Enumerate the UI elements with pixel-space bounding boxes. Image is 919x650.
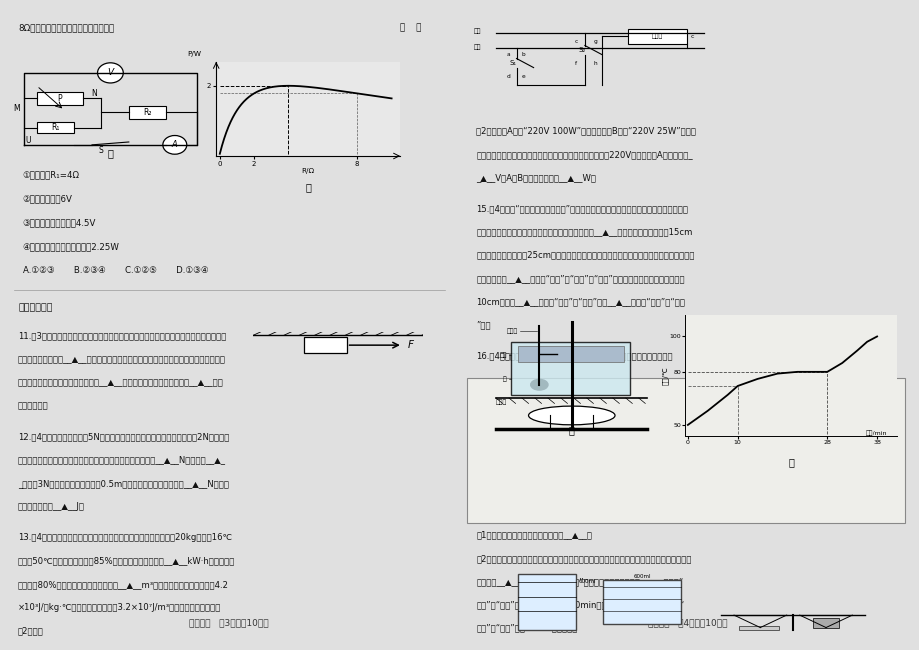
Text: 设它们的电阵不随温度而变化，如果将它们串联起来，接在220V的电路中，A灯的电压为_: 设它们的电阵不随温度而变化，如果将它们串联起来，接在220V的电路中，A灯的电压… xyxy=(476,150,692,159)
Text: ×10³J/（kg·℃），天然气的热値为3.2×10⁷J/m³（结果均保留到小数点: ×10³J/（kg·℃），天然气的热値为3.2×10⁷J/m³（结果均保留到小数… xyxy=(18,603,221,612)
Text: 物理试卷   第4页（共10页）: 物理试卷 第4页（共10页） xyxy=(648,619,727,628)
Text: 日光灯: 日光灯 xyxy=(652,34,663,39)
Bar xyxy=(129,106,165,119)
Text: a: a xyxy=(505,52,509,57)
Text: 。原子核是由质子和__▲__组成的，根据物质的导电性能不同，人们把物质分为导体和绥: 。原子核是由质子和__▲__组成的，根据物质的导电性能不同，人们把物质分为导体和… xyxy=(18,355,226,363)
Circle shape xyxy=(97,63,123,83)
Text: 像，这个像是__▲__（选填“放大”、“等大”或“缩小”）的；若烛焰与透镜距离调整为: 像，这个像是__▲__（选填“放大”、“等大”或“缩小”）的；若烛焰与透镜距离调… xyxy=(476,274,684,283)
FancyBboxPatch shape xyxy=(467,378,903,523)
Bar xyxy=(602,580,681,624)
Text: ”）。: ”）。 xyxy=(476,320,491,330)
Text: 二、非选择题: 二、非选择题 xyxy=(18,303,52,312)
Text: （2）白炽灯A标有“220V 100W”字样，白炽灯B标有“220V 25W”字样，: （2）白炽灯A标有“220V 100W”字样，白炽灯B标有“220V 25W”字… xyxy=(476,126,696,135)
Bar xyxy=(812,618,838,627)
Text: A.①②③       B.②③④       C.①②⑤       D.①③④: A.①②③ B.②③④ C.①②⑤ D.①③④ xyxy=(23,266,208,276)
Text: 变大”、“变小”或“不变”），物体在第30min时的内能__▲__（选填“大于”、“: 变大”、“变小”或“不变”），物体在第30min时的内能__▲__（选填“大于”… xyxy=(476,601,684,610)
Text: 10cm，像是__▲__（选填“正立”或“倒立”）的__▲__（选填“实像”或“虚像: 10cm，像是__▲__（选填“正立”或“倒立”）的__▲__（选填“实像”或“… xyxy=(476,297,685,306)
Text: 石棉网: 石棉网 xyxy=(495,399,506,405)
Text: _；若用3N的水平力拉铁块前进了0.5m，铁块受到的摩擦力大小为__▲__N，拉力: _；若用3N的水平力拉铁块前进了0.5m，铁块受到的摩擦力大小为__▲__N，拉… xyxy=(18,479,229,488)
Text: 缘体，以及介于导体和绥缘体之间的__▲__；卫星和地面控制中心是通过__▲__波来: 缘体，以及介于导体和绥缘体之间的__▲__；卫星和地面控制中心是通过__▲__波… xyxy=(18,378,223,387)
Text: R₁: R₁ xyxy=(51,123,60,132)
Text: 装在水平光具座上，调整烛焰、透镜和光屏的中心在__▲__。已知凸透镜的焦距为15cm: 装在水平光具座上，调整烛焰、透镜和光屏的中心在__▲__。已知凸透镜的焦距为15… xyxy=(476,227,692,236)
Text: 600ml: 600ml xyxy=(578,579,596,584)
Text: 后2位）。: 后2位）。 xyxy=(18,627,44,636)
Text: 12.（4分）如图所示，重为5N的铁块紧紧吸附在磁性平板的下表面，若用2N的水平力: 12.（4分）如图所示，重为5N的铁块紧紧吸附在磁性平板的下表面，若用2N的水平… xyxy=(18,432,229,441)
Text: P: P xyxy=(57,94,62,103)
Bar xyxy=(518,574,575,630)
Text: （2）改正错误后，晓敏进行了正确的操作，得到了物体温度随时间变化的图像如图乙所示，则: （2）改正错误后，晓敏进行了正确的操作，得到了物体温度随时间变化的图像如图乙所示… xyxy=(476,554,691,563)
Text: 该物体是__▲__（选填“晶体”或“非晶体”），物体溶化后其比热容__▲__（选填“: 该物体是__▲__（选填“晶体”或“非晶体”），物体溶化后其比热容__▲__（选… xyxy=(476,577,683,586)
Text: f: f xyxy=(574,61,576,66)
Text: 乙: 乙 xyxy=(788,457,793,467)
Text: 600ml: 600ml xyxy=(632,574,650,579)
Text: 16.（4分）晓敏在“探究某固体溶化时温度变化规律”时，其实验装置如图甲所示。: 16.（4分）晓敏在“探究某固体溶化时温度变化规律”时，其实验装置如图甲所示。 xyxy=(476,352,672,361)
Text: _▲__V，A与B的电功率之和为__▲__W。: _▲__V，A与B的电功率之和为__▲__W。 xyxy=(476,173,596,182)
Text: 零线: 零线 xyxy=(473,44,481,50)
Bar xyxy=(511,342,630,395)
Bar xyxy=(37,92,83,105)
Text: S₁: S₁ xyxy=(509,60,516,66)
Text: （    ）: （ ） xyxy=(399,23,421,32)
Circle shape xyxy=(530,380,548,390)
Text: U: U xyxy=(26,136,31,145)
Text: 13.（4分）为了保护环境，我们应大力提倡使用清洁能源。现要制20kg的水从16℃: 13.（4分）为了保护环境，我们应大力提倡使用清洁能源。现要制20kg的水从16… xyxy=(18,533,232,542)
Text: 时间/min: 时间/min xyxy=(865,430,886,436)
Ellipse shape xyxy=(528,406,615,425)
Circle shape xyxy=(163,135,187,154)
X-axis label: R/Ω: R/Ω xyxy=(301,168,314,174)
Text: 对铁块做的功为__▲__J。: 对铁块做的功为__▲__J。 xyxy=(18,502,85,511)
Text: 11.（3分）随着科技的发展，新材料新技术不断涌现，人们对物质结构的研究越来越深入: 11.（3分）随着科技的发展，新材料新技术不断涌现，人们对物质结构的研究越来越深… xyxy=(18,332,226,341)
Bar xyxy=(627,29,686,44)
Bar xyxy=(37,122,74,133)
Text: 水: 水 xyxy=(503,376,506,382)
Text: 乙: 乙 xyxy=(305,183,311,192)
Text: c: c xyxy=(574,39,577,44)
Text: ①定値电阵R₁=4Ω: ①定値电阵R₁=4Ω xyxy=(23,170,79,179)
Text: 甲: 甲 xyxy=(568,426,574,436)
Text: S₂: S₂ xyxy=(577,47,584,53)
Text: （1）请指出装置中存在的一个错误：__▲__；: （1）请指出装置中存在的一个错误：__▲__； xyxy=(476,530,592,540)
Text: d: d xyxy=(505,74,509,79)
Text: ④滑动变阵器的最大电功率为2.25W: ④滑动变阵器的最大电功率为2.25W xyxy=(23,242,119,252)
Text: 热效率为80%的天然气热水器，需要消耗__▲__m³天然气。已知水的比热容为4.2: 热效率为80%的天然气热水器，需要消耗__▲__m³天然气。已知水的比热容为4.… xyxy=(18,580,229,589)
Y-axis label: P/W: P/W xyxy=(187,51,201,57)
Text: 进行通讯的。: 进行通讯的。 xyxy=(18,401,49,410)
Text: M: M xyxy=(13,105,20,113)
Text: 物理试卷   第3页（共10页）: 物理试卷 第3页（共10页） xyxy=(189,619,268,628)
Text: ②电源的电压为6V: ②电源的电压为6V xyxy=(23,194,73,203)
Text: N: N xyxy=(91,89,96,98)
Bar xyxy=(304,337,346,353)
Text: 向右拉铁块时铁块匀速运动，此时平板对铁块的摩擦力大小为__▲__N，方向向__▲_: 向右拉铁块时铁块匀速运动，此时平板对铁块的摩擦力大小为__▲__N，方向向__▲… xyxy=(18,456,226,465)
Text: 加热到50℃，如果使用效率为85%的电热水器，需要耗电__▲__kW·h；如果使用: 加热到50℃，如果使用效率为85%的电热水器，需要耗电__▲__kW·h；如果使… xyxy=(18,556,235,566)
Text: c: c xyxy=(690,34,694,39)
Text: 温度计: 温度计 xyxy=(506,328,517,334)
Text: g: g xyxy=(593,39,596,44)
Text: ③电压表的最大示数为4.5V: ③电压表的最大示数为4.5V xyxy=(23,218,96,227)
Text: 固体: 固体 xyxy=(499,352,506,358)
Text: 甲: 甲 xyxy=(108,149,113,159)
Y-axis label: 温度/℃: 温度/℃ xyxy=(661,366,667,385)
Text: 天线: 天线 xyxy=(473,29,481,34)
Text: e: e xyxy=(521,74,525,79)
Text: 15.（4分）在“探究凸透镜成像规律”的实验中，将蜗烛、透镜和光屏三者从左到右依次安: 15.（4分）在“探究凸透镜成像规律”的实验中，将蜗烛、透镜和光屏三者从左到右依… xyxy=(476,204,687,213)
Text: A: A xyxy=(172,140,177,150)
Text: ，若烛焰与透镜距离为25cm，左右移动光屏到恰当的位置时，可在光屏上看到烛焰清晰的实: ，若烛焰与透镜距离为25cm，左右移动光屏到恰当的位置时，可在光屏上看到烛焰清晰… xyxy=(476,251,694,259)
Text: 8Ω时电功率相同，则以下说法正确的有: 8Ω时电功率相同，则以下说法正确的有 xyxy=(18,23,114,32)
Text: F: F xyxy=(407,340,414,350)
Bar xyxy=(556,348,595,358)
Text: R₂: R₂ xyxy=(142,108,152,117)
Text: 小于”或“等于”）第35min时的内能。: 小于”或“等于”）第35min时的内能。 xyxy=(476,624,577,633)
Text: V: V xyxy=(108,68,113,77)
Text: b: b xyxy=(521,52,525,57)
Text: S: S xyxy=(98,146,104,155)
Text: h: h xyxy=(593,61,596,66)
Bar xyxy=(517,346,623,362)
Bar xyxy=(739,627,777,630)
